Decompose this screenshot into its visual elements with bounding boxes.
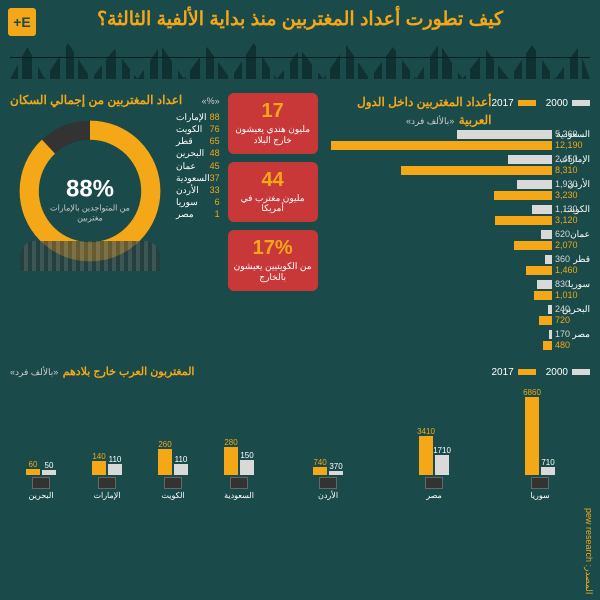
hbar-row: البحرين240 [326, 304, 590, 315]
donut-title: اعداد المغتربين من إجمالي السكان [10, 93, 182, 107]
logo-badge: E+ [8, 8, 36, 36]
hbar-row: سوريا830 [326, 279, 590, 290]
vbar-section: 2000 2017 المغتربون العرب خارج بلادهم «با… [0, 358, 600, 504]
crowd-silhouette [20, 241, 160, 271]
donut-list-row: 33الأردن [176, 184, 220, 196]
vbar-group: 110 260 الكويت [142, 395, 204, 500]
vbar-title: المغتربون العرب خارج بلادهم [63, 366, 195, 378]
vbar-group: 370 740 الأردن [278, 395, 378, 500]
donut-chart: 88% من المتواجدين بالإمارات مغتربين [10, 111, 170, 271]
vbar-group: 50 60 البحرين [10, 395, 72, 500]
source-credit: المصدر: pew research [584, 508, 594, 594]
vbar-group: 1710 3410 مصر [384, 395, 484, 500]
vbar-group: 110 140 الإمارات [76, 395, 138, 500]
hbar-row: 12,190 [326, 141, 590, 150]
vbar-left-group: 710 6860 سوريا 1710 3410 مصر 370 740 الأ… [278, 390, 590, 500]
hbar-row: 1,010 [326, 291, 590, 300]
stat-box: 44مليون مغترب في أمريكا [228, 162, 318, 223]
header: كيف تطورت أعداد المغتربين منذ بداية الأل… [0, 0, 600, 35]
stat-box: 17%من الكويتيين يعيشون بالخارج [228, 230, 318, 291]
hbar-row: 480 [326, 341, 590, 350]
hbar-legend: 2000 2017 [492, 98, 591, 109]
vbar-right-group: 150 280 السعودية 110 260 الكويت 110 140 … [10, 390, 270, 500]
vbar-group: 710 6860 سوريا [490, 395, 590, 500]
donut-list-row: 76الكويت [176, 123, 220, 135]
main-title: كيف تطورت أعداد المغتربين منذ بداية الأل… [10, 8, 590, 31]
hbar-rows: السعودية5,26012,190 الإمارات2,4508,310 الأ… [326, 129, 590, 354]
donut-list-row: 48البحرين [176, 147, 220, 159]
donut-list-row: 88الإمارات [176, 111, 220, 123]
legend-item: 2000 [546, 367, 590, 378]
donut-list-row: 45عمان [176, 160, 220, 172]
donut-list: 88الإمارات76الكويت65قطر48البحرين45عمان37… [176, 111, 220, 271]
donut-list-row: 6سوريا [176, 196, 220, 208]
vbar-group: 150 280 السعودية [208, 395, 270, 500]
hbar-row: 3,120 [326, 216, 590, 225]
hbar-chart: 20002017 أعداد المغتربين داخل الدول العر… [326, 93, 590, 354]
legend-item: 2017 [492, 98, 536, 109]
stat-column: 17مليون هندي يعيشون خارج البلاد 44مليون م… [228, 93, 318, 354]
hbar-row: قطر360 [326, 254, 590, 265]
donut-list-row: 37السعودية [176, 172, 220, 184]
donut-list-row: 1مصر [176, 208, 220, 220]
stat-box: 17مليون هندي يعيشون خارج البلاد [228, 93, 318, 154]
main-grid: 20002017 أعداد المغتربين داخل الدول العر… [0, 89, 600, 358]
hbar-row: عمان620 [326, 229, 590, 240]
hbar-unit: «بالألف فرد» [406, 116, 454, 126]
donut-list-row: 65قطر [176, 135, 220, 147]
hbar-row: 1,460 [326, 266, 590, 275]
hbar-row: 8,310 [326, 166, 590, 175]
hbar-row: 2,070 [326, 241, 590, 250]
donut-unit: «%» [202, 96, 220, 106]
hbar-row: السعودية5,260 [326, 129, 590, 140]
hbar-row: 720 [326, 316, 590, 325]
hbar-row: الإمارات2,450 [326, 154, 590, 165]
hbar-row: الأردن1,930 [326, 179, 590, 190]
legend-item: 2000 [546, 98, 590, 109]
donut-center-text: من المتواجدين بالإمارات مغتربين [50, 203, 130, 222]
hbar-row: الكويت1,130 [326, 204, 590, 215]
legend-item: 2017 [492, 367, 536, 378]
migrant-silhouettes [10, 37, 590, 87]
vbar-legend: 2000 2017 [492, 367, 591, 378]
donut-section: «%» اعداد المغتربين من إجمالي السكان 88ا… [10, 93, 220, 354]
donut-center-value: 88% [50, 175, 130, 203]
vbar-unit: «بالألف فرد» [10, 367, 58, 377]
hbar-row: مصر170 [326, 329, 590, 340]
hbar-row: 3,230 [326, 191, 590, 200]
